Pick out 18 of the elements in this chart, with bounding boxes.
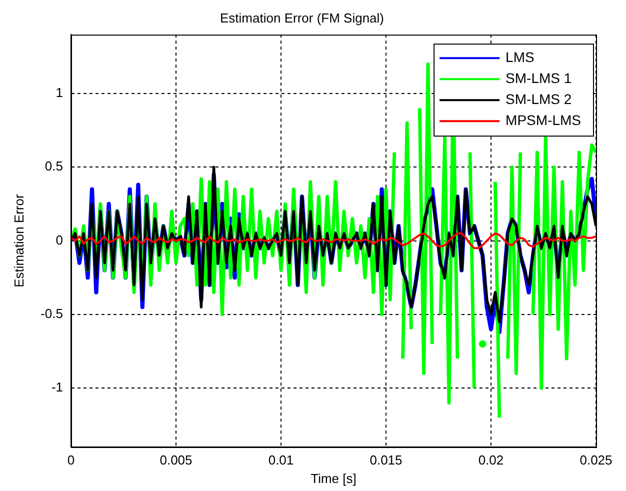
x-axis-title: Time [s] bbox=[310, 470, 356, 486]
legend-label: MPSM-LMS bbox=[506, 112, 582, 128]
y-tick-label: 0.5 bbox=[44, 158, 63, 174]
x-tick-label: 0.02 bbox=[478, 452, 504, 468]
x-tick-label: 0.005 bbox=[160, 452, 192, 468]
x-tick-label: 0.025 bbox=[580, 452, 612, 468]
y-tick-label: 0 bbox=[56, 232, 63, 248]
x-tick-label: 0 bbox=[67, 452, 75, 468]
x-tick-label: 0.015 bbox=[370, 452, 402, 468]
y-tick-label: -0.5 bbox=[40, 306, 63, 322]
chart-title: Estimation Error (FM Signal) bbox=[220, 10, 384, 26]
y-tick-label: 1 bbox=[56, 85, 63, 100]
x-tick-label: 0.01 bbox=[268, 452, 294, 468]
legend-label: SM-LMS 2 bbox=[506, 90, 572, 107]
legend-label: LMS bbox=[506, 48, 534, 65]
y-tick-label: -1 bbox=[51, 380, 63, 395]
legend-label: SM-LMS 1 bbox=[506, 70, 572, 86]
y-axis-title: Estimation Error bbox=[11, 194, 26, 288]
